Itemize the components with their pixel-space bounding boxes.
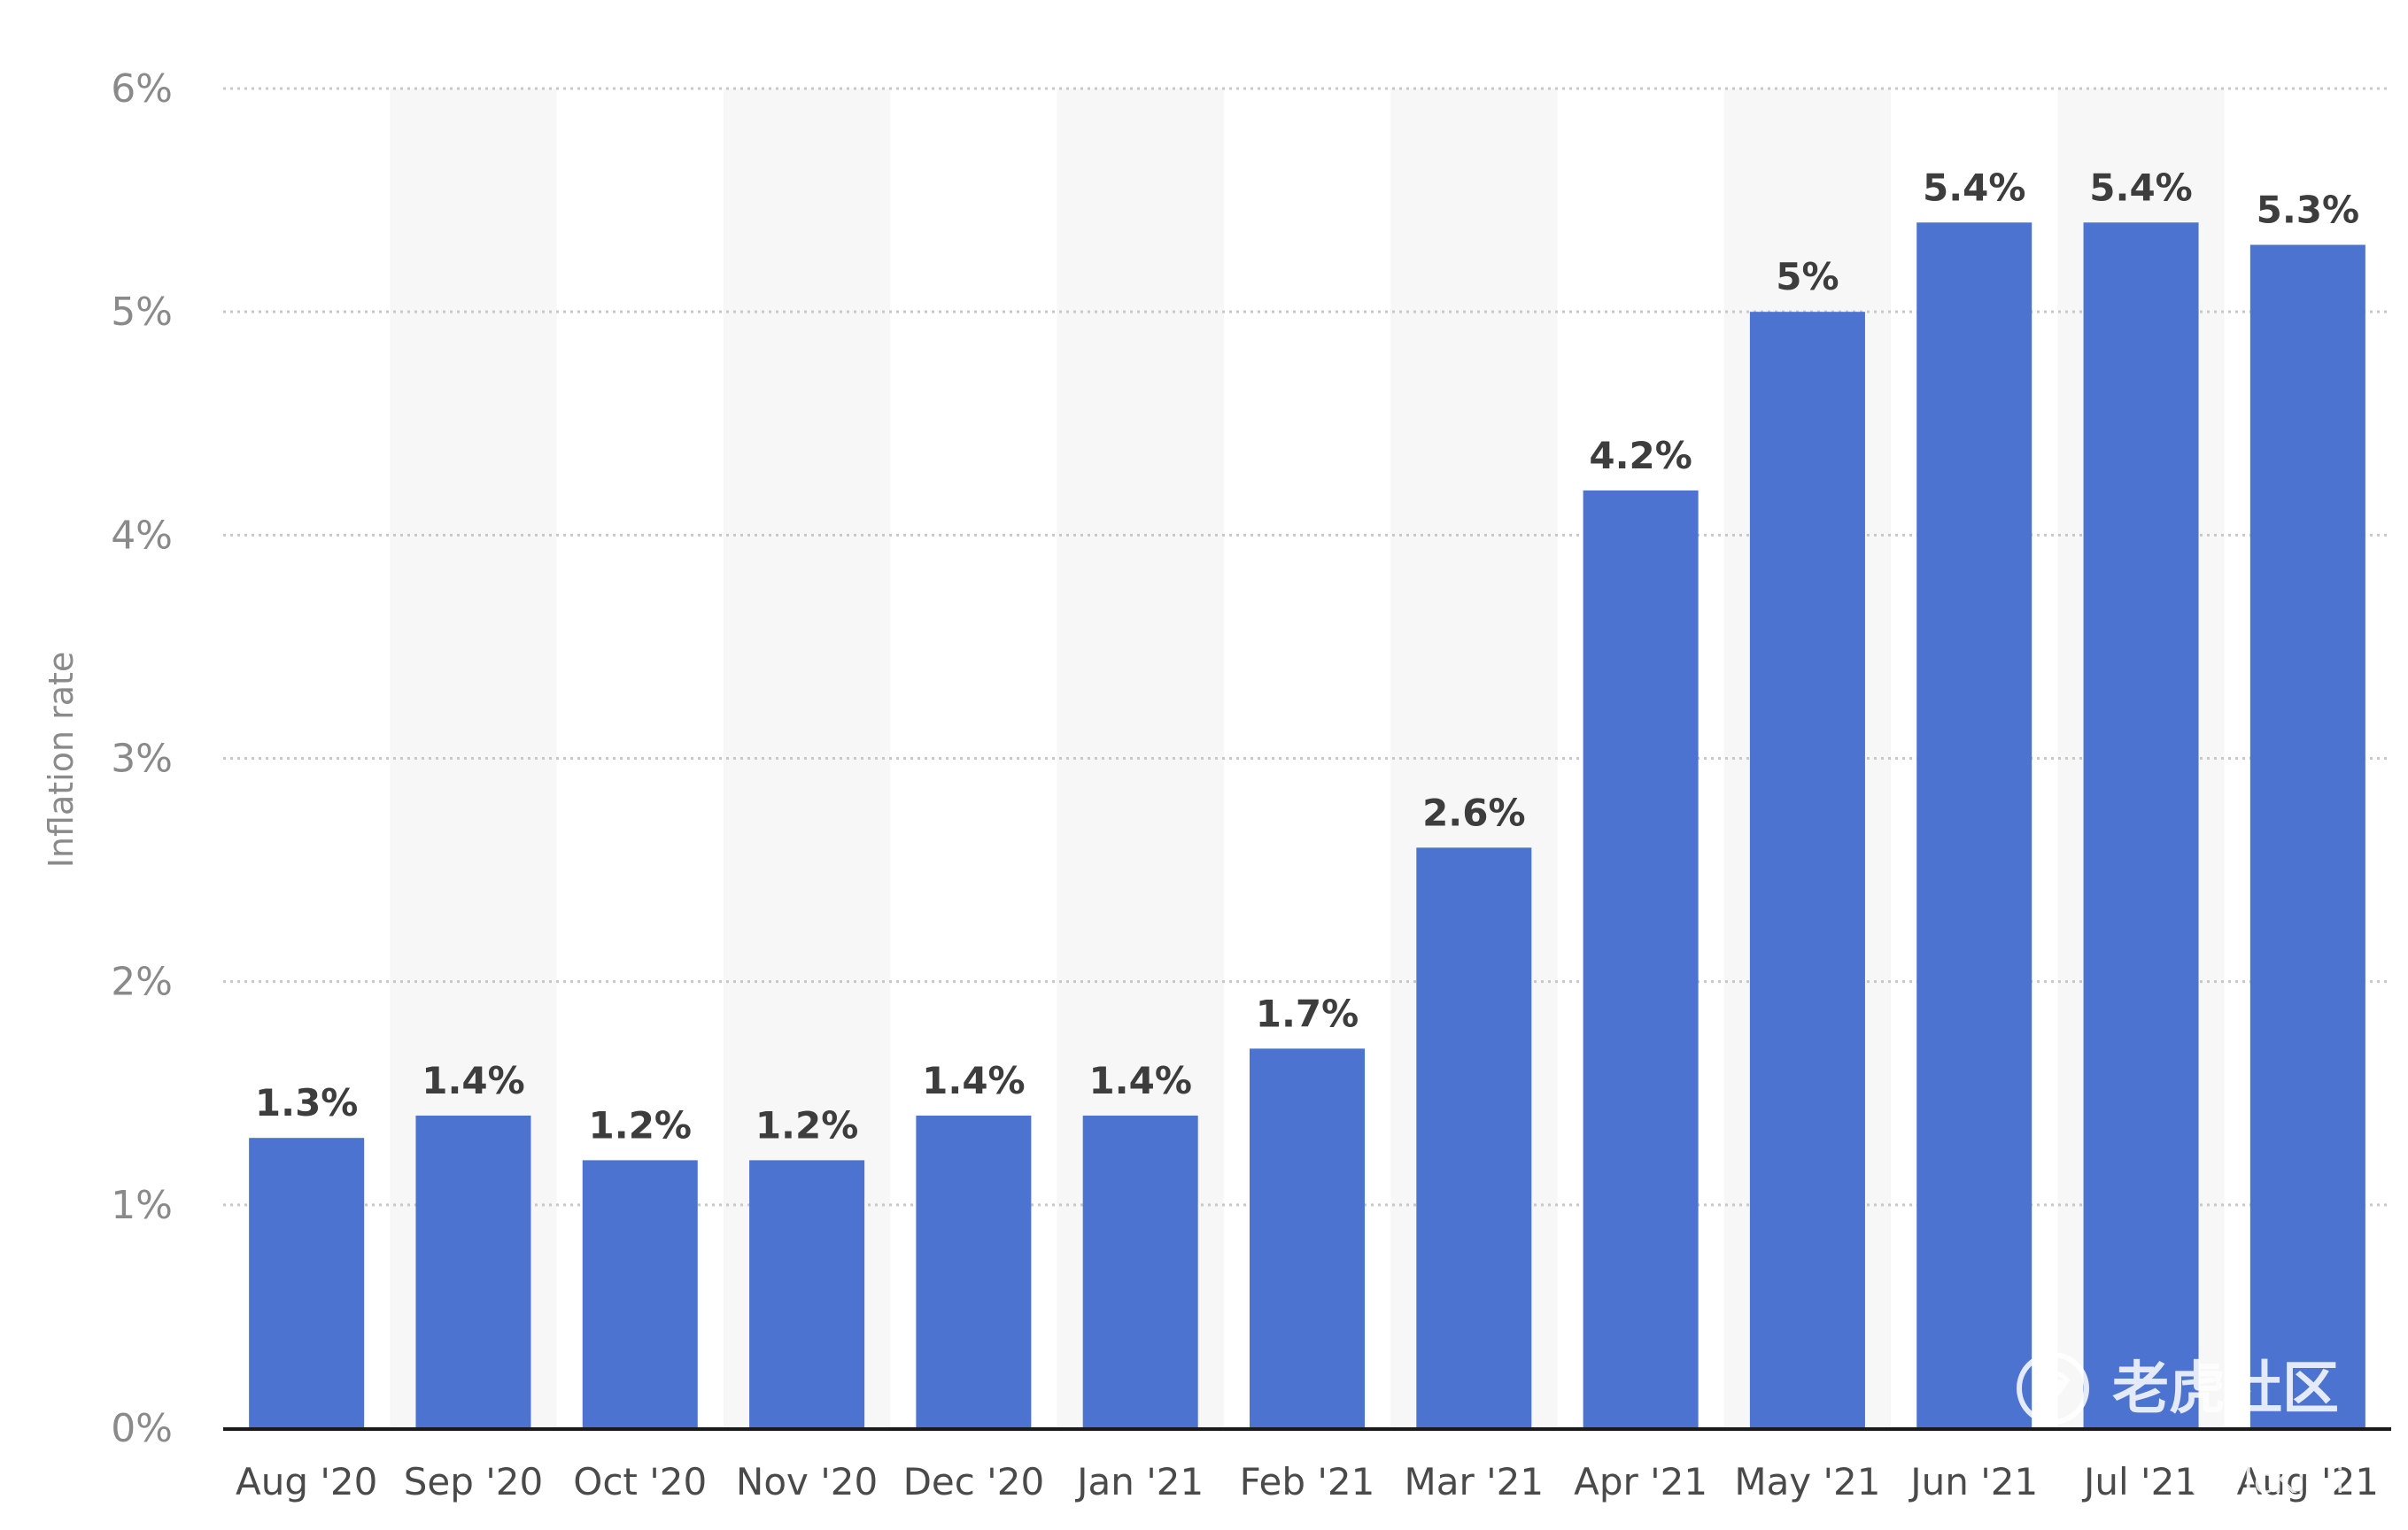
watermark-credit: @McKiwi [2187, 1461, 2345, 1502]
bar [1250, 1048, 1365, 1428]
x-tick-label: May '21 [1734, 1460, 1880, 1503]
data-label: 1.4% [1088, 1059, 1191, 1102]
data-label: 1.4% [922, 1059, 1025, 1102]
y-tick-label: 4% [111, 513, 173, 558]
bar [1416, 847, 1532, 1428]
bar [749, 1160, 865, 1428]
x-tick-label: Jan '21 [1074, 1460, 1204, 1503]
data-label: 5.4% [2089, 166, 2192, 209]
y-axis-ticks: 0% 1% 2% 3% 4% 5% 6% [111, 66, 173, 1451]
data-label: 5% [1776, 255, 1839, 298]
data-label: 1.4% [422, 1059, 524, 1102]
data-label: 2.6% [1422, 791, 1525, 834]
y-axis-title: Inflation rate [42, 652, 81, 869]
bars [249, 222, 2365, 1429]
x-tick-label: Oct '20 [573, 1460, 707, 1503]
bar [582, 1160, 698, 1428]
y-tick-label: 6% [111, 66, 173, 112]
y-tick-label: 0% [111, 1406, 173, 1451]
x-tick-label: Aug '20 [236, 1460, 377, 1503]
bar [1082, 1115, 1198, 1428]
bar [1583, 490, 1699, 1428]
watermark: 老虎社区 @McKiwi [2017, 1352, 2345, 1502]
data-label: 4.2% [1589, 434, 1692, 477]
x-tick-label: Mar '21 [1405, 1460, 1545, 1503]
bar [2083, 222, 2199, 1428]
x-tick-label: Aug '21 [2237, 1460, 2379, 1503]
data-label: 1.2% [755, 1103, 858, 1147]
tiger-community-logo-icon [2017, 1352, 2089, 1425]
data-label: 1.7% [1256, 992, 1359, 1035]
x-tick-label: Jul '21 [2081, 1460, 2198, 1503]
x-tick-label: Sep '20 [404, 1460, 544, 1503]
data-label: 1.3% [255, 1081, 358, 1124]
x-tick-label: Dec '20 [903, 1460, 1045, 1503]
watermark-logo-text: 老虎社区 [2112, 1356, 2339, 1422]
y-tick-label: 1% [111, 1183, 173, 1228]
y-tick-label: 3% [111, 737, 173, 782]
y-tick-label: 5% [111, 290, 173, 335]
bar [2249, 244, 2365, 1429]
data-label: 5.3% [2257, 189, 2359, 232]
data-labels: 1.3% 1.4% 1.2% 1.2% 1.4% 1.4% 1.7% 2.6% 4.2% 5% 5.… [255, 166, 2359, 1147]
x-tick-label: Apr '21 [1574, 1460, 1707, 1503]
bar [249, 1138, 365, 1428]
data-label: 1.2% [589, 1103, 692, 1147]
x-axis-ticks: Aug '20 Sep '20 Oct '20 Nov '20 Dec '20 Jan '… [236, 1460, 2379, 1503]
x-tick-label: Feb '21 [1240, 1460, 1375, 1503]
bar [1749, 312, 1865, 1429]
bar [415, 1115, 531, 1428]
bar [1916, 222, 2032, 1428]
x-tick-label: Jun '21 [1908, 1460, 2038, 1503]
bar [916, 1115, 1032, 1428]
data-label: 5.4% [1923, 166, 2025, 209]
x-tick-label: Nov '20 [736, 1460, 878, 1503]
y-tick-label: 2% [111, 960, 173, 1005]
